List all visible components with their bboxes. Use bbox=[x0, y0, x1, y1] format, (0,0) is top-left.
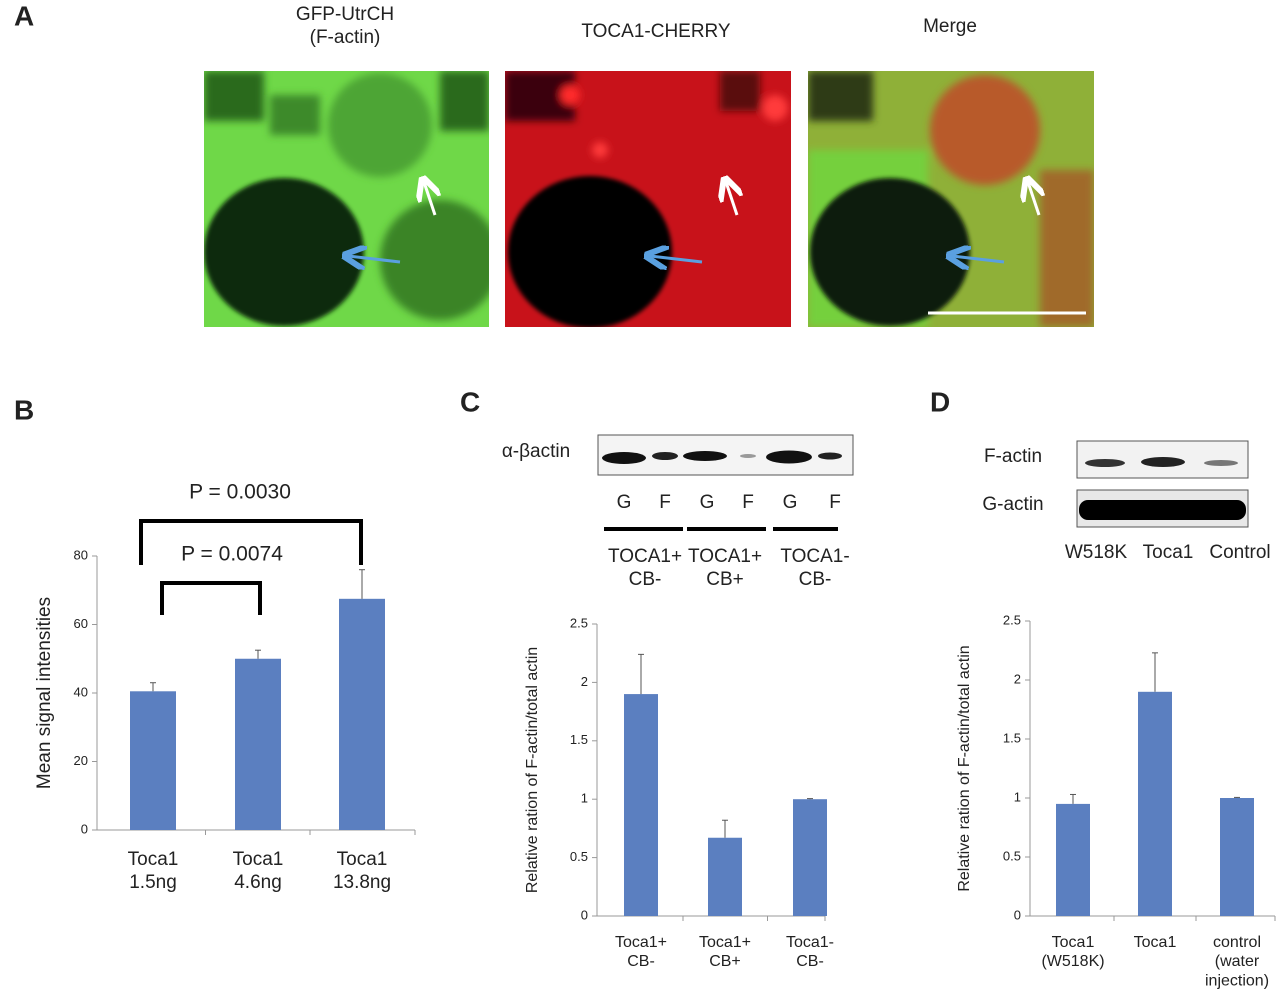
y-tick-label: 60 bbox=[74, 616, 88, 631]
group-label: TOCA1+ CB+ bbox=[688, 546, 762, 590]
lane-label: F bbox=[742, 492, 754, 513]
x-tick-label: Toca1+ CB- bbox=[615, 934, 667, 970]
image-title: Merge bbox=[923, 16, 977, 37]
x-tick-label: Toca1-CB- bbox=[786, 934, 834, 970]
y-tick-label: 0.5 bbox=[1003, 848, 1021, 863]
image-title: GFP-UtrCH (F-actin) bbox=[296, 4, 394, 48]
bar bbox=[1220, 798, 1254, 916]
panel-label: D bbox=[930, 386, 950, 417]
image-title: TOCA1-CHERRY bbox=[581, 21, 731, 42]
y-tick-label: 0.5 bbox=[570, 849, 588, 864]
bar bbox=[624, 694, 658, 916]
y-tick-label: 2.5 bbox=[1003, 612, 1021, 627]
y-tick-label: 1.5 bbox=[570, 732, 588, 747]
x-tick-label: Toca1 1.5ng bbox=[128, 849, 179, 893]
p-value: P = 0.0074 bbox=[181, 543, 283, 566]
blot-label: F-actin bbox=[984, 446, 1042, 467]
lane-label: F bbox=[659, 492, 671, 513]
bar bbox=[708, 837, 742, 916]
lane-label: W518K bbox=[1065, 542, 1128, 563]
bar bbox=[1138, 691, 1172, 916]
y-tick-label: 1 bbox=[581, 791, 588, 806]
group-label: TOCA1-CB- bbox=[780, 546, 849, 590]
y-axis-label: Mean signal intensities bbox=[34, 597, 55, 789]
y-tick-label: 40 bbox=[74, 684, 88, 699]
bar bbox=[130, 691, 176, 830]
y-tick-label: 80 bbox=[74, 547, 88, 562]
micrograph bbox=[505, 71, 791, 327]
panel-label: C bbox=[460, 386, 480, 417]
y-tick-label: 2.5 bbox=[570, 615, 588, 630]
blot-label: α-βactin bbox=[502, 441, 570, 462]
x-tick-label: Toca1 13.8ng bbox=[333, 849, 391, 893]
lane-label: Toca1 bbox=[1143, 542, 1194, 563]
blot bbox=[597, 434, 854, 531]
lane-label: Control bbox=[1209, 542, 1270, 563]
y-tick-label: 0 bbox=[81, 821, 88, 836]
bar bbox=[339, 598, 385, 830]
bar bbox=[235, 658, 281, 830]
y-axis-label: Relative ration of F-actin/total actin bbox=[956, 645, 973, 891]
micrograph bbox=[204, 71, 489, 327]
y-tick-label: 1.5 bbox=[1003, 730, 1021, 745]
x-tick-label: Toca1 (W518K) bbox=[1041, 934, 1104, 970]
blot-label: G-actin bbox=[982, 494, 1043, 515]
y-tick-label: 0 bbox=[1014, 907, 1021, 922]
lane-label: G bbox=[617, 492, 632, 513]
y-tick-label: 1 bbox=[1014, 789, 1021, 804]
x-tick-label: Toca1+ CB+ bbox=[699, 934, 751, 970]
lane-label: G bbox=[783, 492, 798, 513]
y-tick-label: 2 bbox=[1014, 671, 1021, 686]
p-value: P = 0.0030 bbox=[189, 481, 291, 504]
y-tick-label: 2 bbox=[581, 674, 588, 689]
group-label: TOCA1+ CB- bbox=[608, 546, 682, 590]
blot bbox=[1076, 440, 1249, 528]
bar bbox=[1056, 803, 1090, 916]
x-tick-label: control (water injection) bbox=[1205, 934, 1269, 989]
x-tick-label: Toca1 bbox=[1134, 934, 1177, 951]
x-tick-label: Toca1 4.6ng bbox=[233, 849, 284, 893]
y-tick-label: 20 bbox=[74, 753, 88, 768]
lane-label: G bbox=[700, 492, 715, 513]
bar bbox=[793, 799, 827, 916]
lane-label: F bbox=[829, 492, 841, 513]
panel-label: A bbox=[14, 0, 34, 31]
significance-bracket bbox=[160, 581, 262, 615]
y-axis-label: Relative ration of F-actin/total actin bbox=[524, 647, 541, 893]
panel-label: B bbox=[14, 394, 34, 425]
significance-bracket bbox=[139, 519, 363, 565]
micrograph bbox=[808, 71, 1094, 327]
y-tick-label: 0 bbox=[581, 907, 588, 922]
